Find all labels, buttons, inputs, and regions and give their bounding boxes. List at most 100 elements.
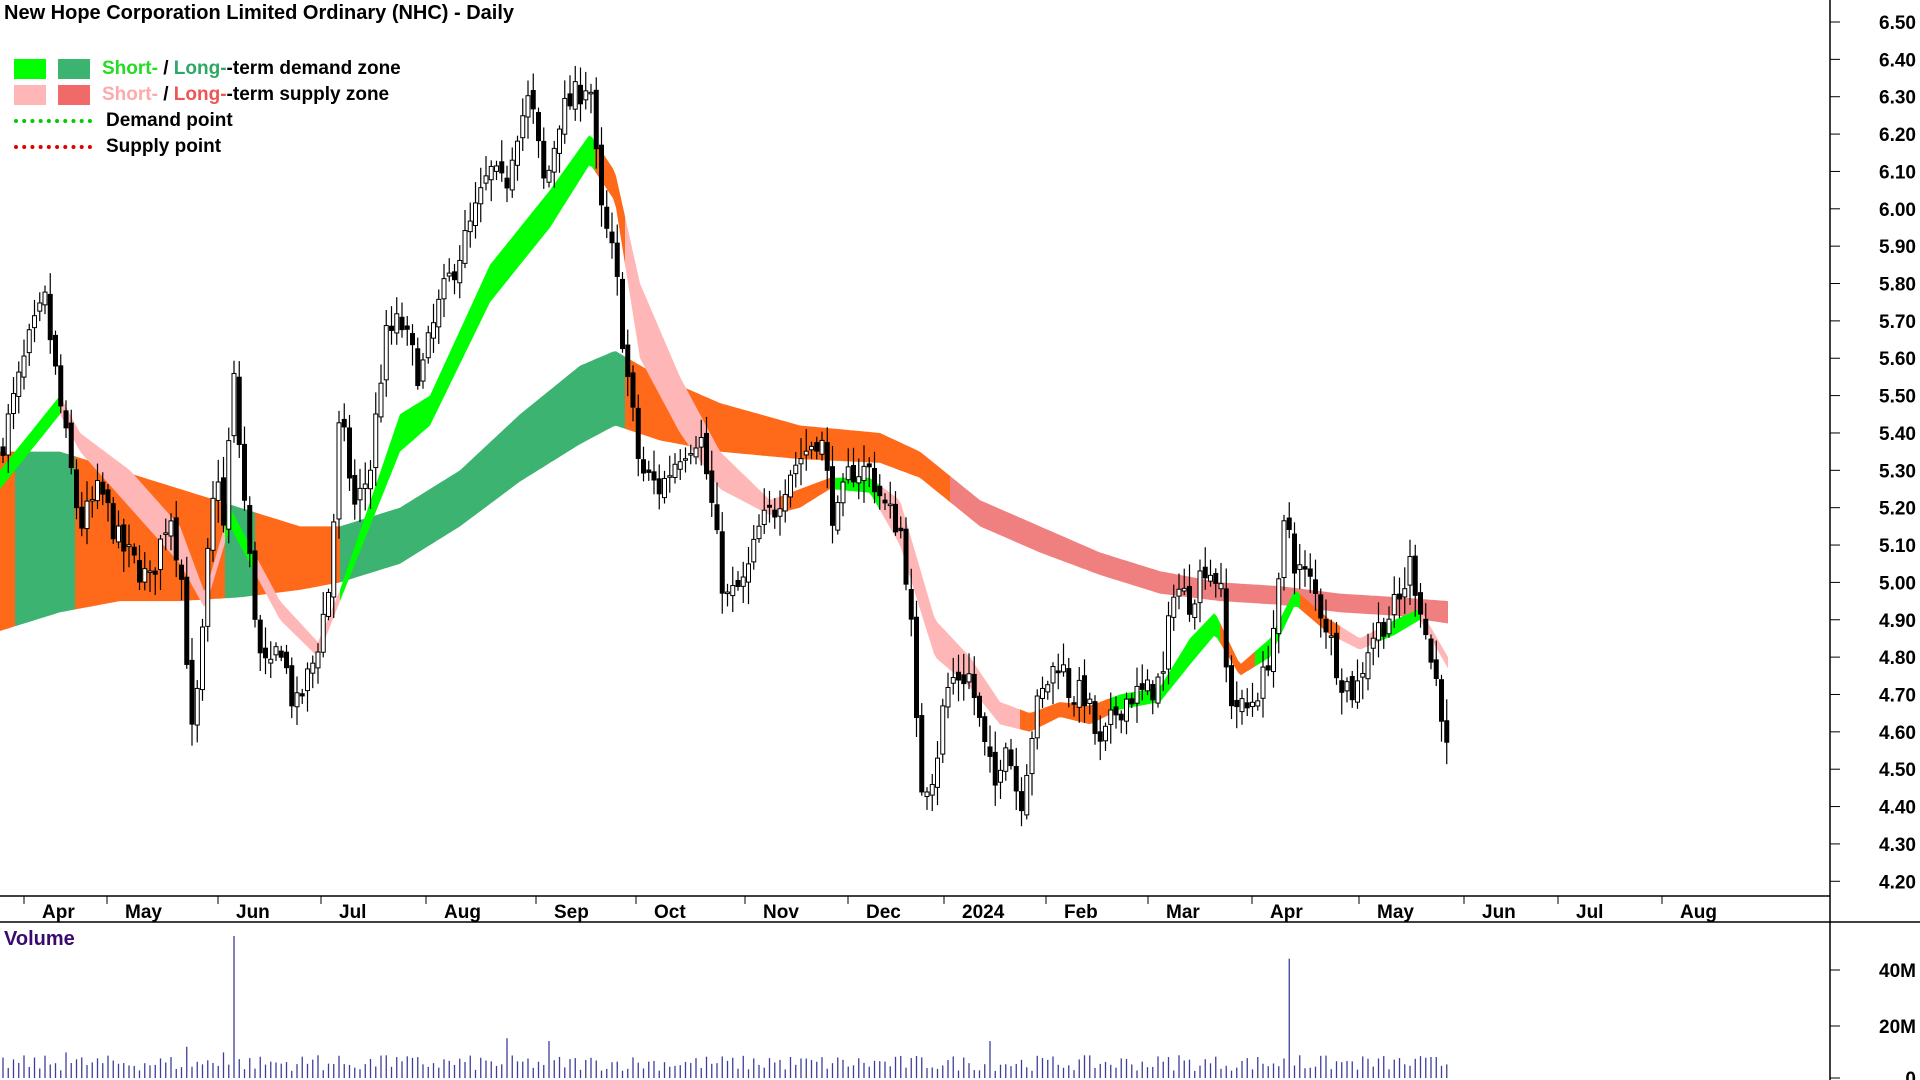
candle-body [0, 446, 6, 456]
candle-body [1040, 687, 1045, 699]
legend-rest-text: -term supply zone [226, 84, 390, 105]
candle-body [987, 746, 993, 757]
candle-body [415, 348, 421, 387]
legend-sep: / [157, 58, 174, 79]
candle-body [956, 671, 961, 681]
candle-body [63, 410, 69, 429]
candle-body [373, 413, 379, 469]
candle-body [1108, 709, 1114, 725]
candle-body [630, 372, 636, 408]
y-tick-label: 5.30 [1879, 461, 1916, 482]
candle-body [924, 791, 930, 798]
legend-supply-point: Supply point [14, 134, 401, 160]
candle-body [1113, 706, 1119, 716]
candle-body [1307, 568, 1313, 577]
volume-tick-label: 20M [1879, 1017, 1916, 1038]
candle-body [714, 504, 720, 531]
candle-body [74, 469, 79, 509]
candle-body [877, 485, 883, 497]
legend-sep: / [157, 84, 174, 105]
candle-body [158, 538, 163, 570]
candle-body [1344, 681, 1350, 692]
candle-body [530, 90, 536, 110]
y-tick-label: 6.30 [1879, 88, 1916, 109]
candle-body [126, 544, 132, 548]
candle-body [1292, 533, 1297, 574]
candle-body [683, 458, 688, 461]
candle-body [473, 202, 478, 227]
long-term-zone [625, 356, 950, 503]
candle-body [1003, 747, 1009, 772]
short-term-zone [0, 395, 60, 489]
candle-body [725, 591, 730, 595]
candle-body [599, 144, 604, 206]
candle-body [751, 538, 757, 563]
legend-long-text: Long- [173, 58, 227, 79]
long-term-zone [15, 451, 75, 627]
x-tick-label: Aug [1680, 902, 1717, 923]
candle-body [1124, 698, 1129, 722]
candle-body [1234, 699, 1240, 708]
y-tick-label: 5.40 [1879, 424, 1916, 445]
candle-body [184, 576, 190, 665]
candle-body [793, 464, 799, 475]
candle-body [1302, 566, 1308, 570]
candle-body [1160, 671, 1166, 674]
candle-body [882, 499, 888, 504]
candle-body [1187, 585, 1192, 615]
candle-body [116, 525, 121, 543]
candle-body [1286, 517, 1292, 531]
candle-body [499, 161, 505, 174]
short-term-zone [1220, 622, 1255, 676]
candle-body [950, 677, 956, 684]
y-tick-label: 4.90 [1879, 611, 1916, 632]
candle-body [893, 503, 898, 533]
long-demand-swatch [58, 59, 90, 79]
candle-body [824, 442, 830, 471]
candle-body [567, 93, 573, 107]
candle-body [42, 291, 48, 306]
candle-body [872, 468, 877, 493]
volume-bars [2, 936, 1448, 1078]
candle-body [672, 463, 678, 478]
candle-body [819, 439, 825, 455]
candle-body [457, 259, 463, 284]
candle-body [1260, 666, 1266, 699]
candle-body [1192, 603, 1198, 618]
candle-body [1407, 556, 1413, 586]
y-tick-label: 6.50 [1879, 13, 1916, 34]
short-term-zone [225, 509, 255, 574]
candle-body [89, 498, 95, 502]
demand-point-line [14, 119, 92, 123]
candle-body [336, 422, 342, 520]
candle-body [1197, 570, 1203, 604]
candle-body [551, 147, 557, 173]
short-term-zone [1020, 698, 1110, 732]
candle-body [1276, 578, 1282, 635]
legend-demand-zone: Short- / Long- -term demand zone [14, 56, 401, 82]
candle-body [1213, 573, 1219, 584]
short-term-zone [60, 395, 225, 607]
candle-body [856, 476, 862, 484]
candle-body [992, 751, 998, 786]
candle-body [1223, 588, 1229, 668]
candle-body [399, 316, 405, 331]
candle-body [609, 231, 615, 244]
candle-body [263, 647, 268, 659]
candle-body [431, 322, 436, 339]
x-tick-label: Aug [444, 902, 481, 923]
candle-body [788, 474, 793, 498]
candle-body [1155, 676, 1161, 704]
candle-body [541, 140, 547, 179]
candle-body [1412, 555, 1418, 596]
candle-body [840, 481, 846, 504]
candle-body [1323, 618, 1329, 633]
candle-body [1181, 587, 1187, 592]
candle-body [557, 128, 562, 154]
x-tick-label: May [1377, 902, 1414, 923]
candle-body [1050, 666, 1056, 684]
candle-body [688, 453, 694, 456]
candle-body [651, 471, 657, 481]
y-tick-label: 6.40 [1879, 50, 1916, 71]
